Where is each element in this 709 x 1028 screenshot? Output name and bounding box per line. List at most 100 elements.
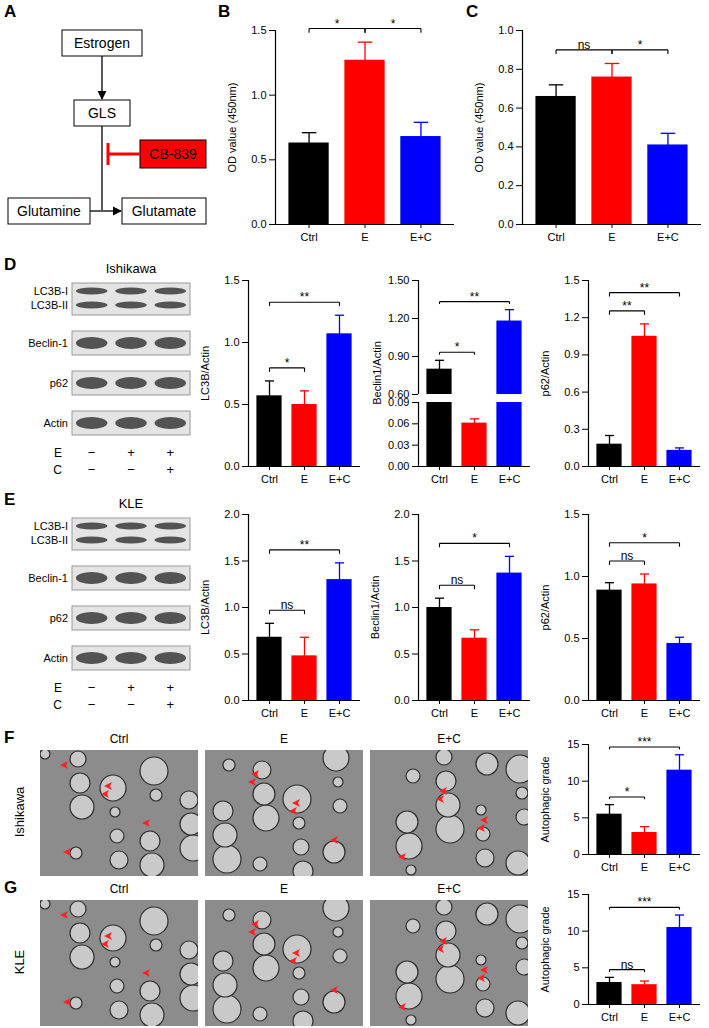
svg-text:−: − — [88, 445, 96, 460]
svg-text:+: + — [127, 680, 135, 695]
svg-text:**: ** — [300, 538, 310, 552]
svg-text:E: E — [641, 861, 648, 873]
svg-text:1.50: 1.50 — [388, 274, 409, 286]
svg-text:Ishikawa: Ishikawa — [106, 261, 157, 276]
svg-text:1.0: 1.0 — [224, 336, 239, 348]
svg-text:Beclin-1: Beclin-1 — [28, 572, 68, 584]
svg-text:p62/Actin: p62/Actin — [539, 351, 551, 397]
svg-text:LC3B-I: LC3B-I — [34, 520, 68, 532]
svg-text:+: + — [167, 445, 175, 460]
svg-text:E: E — [301, 473, 308, 485]
svg-text:*: * — [638, 38, 643, 52]
svg-text:E+C: E+C — [669, 473, 691, 485]
svg-text:Ctrl: Ctrl — [431, 707, 448, 719]
svg-text:1.0: 1.0 — [394, 601, 409, 613]
svg-text:0.09: 0.09 — [388, 396, 409, 408]
svg-text:*: * — [335, 17, 340, 31]
svg-text:E+C: E+C — [437, 732, 461, 746]
svg-text:E: E — [641, 473, 648, 485]
svg-text:KLE: KLE — [119, 496, 144, 511]
svg-text:0.0: 0.0 — [564, 694, 579, 706]
svg-text:C: C — [53, 463, 62, 477]
svg-text:2.0: 2.0 — [224, 508, 239, 520]
svg-text:**: ** — [622, 299, 632, 313]
svg-text:ns: ns — [281, 598, 294, 612]
svg-text:15: 15 — [567, 888, 579, 900]
svg-text:1.5: 1.5 — [564, 508, 579, 520]
svg-text:−: − — [88, 680, 96, 695]
svg-text:E: E — [641, 707, 648, 719]
svg-text:Ctrl: Ctrl — [110, 882, 129, 896]
svg-text:0.0: 0.0 — [224, 460, 239, 472]
svg-text:E: E — [301, 707, 308, 719]
svg-text:5: 5 — [573, 961, 579, 973]
svg-text:0.8: 0.8 — [498, 63, 513, 75]
svg-text:Ctrl: Ctrl — [261, 473, 278, 485]
svg-text:0.5: 0.5 — [394, 648, 409, 660]
svg-text:p62: p62 — [50, 612, 68, 624]
svg-text:0.90: 0.90 — [388, 350, 409, 362]
svg-text:KLE: KLE — [12, 949, 27, 974]
svg-text:GLS: GLS — [88, 105, 116, 121]
svg-text:E: E — [54, 446, 62, 460]
svg-text:LC3B-I: LC3B-I — [34, 285, 68, 297]
svg-text:Autophagic grade: Autophagic grade — [539, 756, 551, 842]
svg-text:E: E — [608, 231, 615, 243]
svg-text:E+C: E+C — [669, 1011, 691, 1023]
svg-text:E: E — [280, 882, 288, 896]
svg-text:C: C — [53, 698, 62, 712]
svg-text:Beclin-1: Beclin-1 — [28, 337, 68, 349]
svg-text:Ctrl: Ctrl — [601, 1011, 618, 1023]
svg-text:*: * — [455, 340, 460, 354]
svg-text:0.6: 0.6 — [498, 102, 513, 114]
svg-text:E: E — [280, 732, 288, 746]
svg-text:0.4: 0.4 — [498, 140, 513, 152]
svg-text:E+C: E+C — [499, 473, 521, 485]
svg-text:Ctrl: Ctrl — [431, 473, 448, 485]
svg-text:0.0: 0.0 — [251, 218, 266, 230]
svg-text:p62/Actin: p62/Actin — [539, 585, 551, 631]
svg-text:0.5: 0.5 — [564, 632, 579, 644]
svg-text:1.5: 1.5 — [251, 24, 266, 36]
svg-text:LC3B-II: LC3B-II — [31, 534, 68, 546]
svg-text:2.0: 2.0 — [394, 508, 409, 520]
svg-text:ns: ns — [578, 38, 591, 52]
svg-text:0.2: 0.2 — [498, 179, 513, 191]
svg-text:1.0: 1.0 — [224, 601, 239, 613]
svg-text:OD value (450nm): OD value (450nm) — [226, 83, 238, 173]
svg-text:E+C: E+C — [329, 707, 351, 719]
svg-text:*: * — [391, 17, 396, 31]
svg-text:Ctrl: Ctrl — [261, 707, 278, 719]
svg-text:E: E — [641, 1011, 648, 1023]
svg-text:Autophagic grade: Autophagic grade — [539, 906, 551, 992]
svg-text:Ishikawa: Ishikawa — [12, 786, 27, 837]
svg-text:1.5: 1.5 — [394, 555, 409, 567]
svg-text:Actin: Actin — [44, 417, 68, 429]
svg-text:E+C: E+C — [499, 707, 521, 719]
svg-text:Ctrl: Ctrl — [301, 231, 318, 243]
svg-text:Glutamine: Glutamine — [17, 203, 81, 219]
svg-text:Estrogen: Estrogen — [74, 35, 130, 51]
svg-text:1.5: 1.5 — [564, 274, 579, 286]
svg-text:LC3B/Actin: LC3B/Actin — [199, 580, 211, 635]
svg-text:LC3B-II: LC3B-II — [31, 299, 68, 311]
svg-text:0.5: 0.5 — [224, 648, 239, 660]
svg-text:0.3: 0.3 — [564, 423, 579, 435]
svg-text:OD value (450nm): OD value (450nm) — [473, 83, 485, 173]
svg-text:*: * — [285, 356, 290, 370]
svg-text:1.0: 1.0 — [498, 24, 513, 36]
svg-text:0.0: 0.0 — [564, 460, 579, 472]
svg-text:0.03: 0.03 — [388, 439, 409, 451]
svg-text:0: 0 — [573, 998, 579, 1010]
svg-text:1.20: 1.20 — [388, 312, 409, 324]
svg-text:Ctrl: Ctrl — [110, 732, 129, 746]
svg-text:Ctrl: Ctrl — [548, 231, 565, 243]
svg-text:E+C: E+C — [669, 707, 691, 719]
svg-text:0.0: 0.0 — [224, 694, 239, 706]
svg-text:15: 15 — [567, 738, 579, 750]
svg-text:E+C: E+C — [657, 231, 679, 243]
svg-text:E+C: E+C — [437, 882, 461, 896]
svg-text:**: ** — [470, 290, 480, 304]
svg-text:E: E — [54, 681, 62, 695]
svg-text:1.5: 1.5 — [224, 555, 239, 567]
